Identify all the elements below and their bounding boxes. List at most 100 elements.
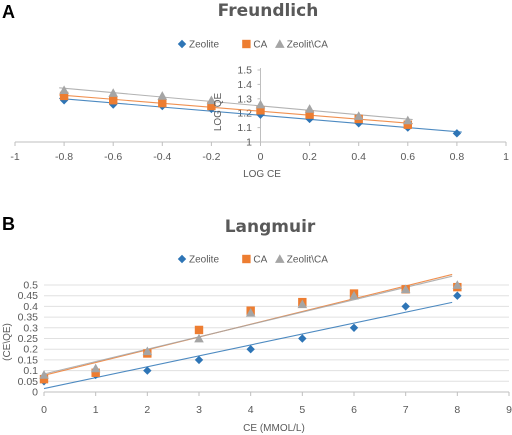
panel-b-point-zeolit-ca (297, 299, 308, 309)
panel-b-y-tick-label: 0 (32, 387, 38, 399)
panel-b-letter: B (2, 214, 15, 234)
panel-a-x-tick-label: -0.4 (153, 151, 171, 163)
panel-b-y-tick-label: 0.35 (18, 312, 39, 324)
panel-a-y-tick-label: 1 (246, 137, 252, 149)
panel-a-legend-marker-ca (242, 39, 251, 49)
panel-a-x-tick-label: 0.6 (400, 151, 415, 163)
panel-b-x-tick-label: 1 (93, 404, 99, 416)
panel-a-title: Freundlich (218, 1, 319, 21)
panel-a-point-zeolit-ca (206, 95, 217, 105)
panel-b-point-zeolit-ca (400, 284, 411, 294)
panel-b-point-zeolit-ca (349, 290, 359, 300)
panel-a-legend-marker-zeolit-ca (275, 39, 285, 48)
panel-b-point-zeolit-ca (90, 363, 101, 373)
panel-b-y-tick-label: 0.1 (23, 365, 38, 377)
panel-b-trendline-zeolite (43, 301, 453, 390)
panel-b-point-ca (91, 368, 100, 377)
panel-b-point-zeolite (453, 291, 462, 300)
panel-b-point-ca (194, 325, 204, 335)
panel-b-x-tick-label: 2 (144, 404, 150, 416)
panel-b-legend-label-ca: CA (253, 255, 267, 266)
panel-b-point-zeolite (401, 302, 410, 311)
panel-a-point-ca (207, 101, 216, 111)
panel-a-x-tick-label: -1 (10, 151, 19, 163)
panel-b-point-zeolite (194, 355, 204, 365)
panel-a-legend-label-ca: CA (253, 40, 267, 51)
panel-a-legend-label-zeolit-ca: Zeolit\CA (287, 40, 328, 51)
panel-b-y-tick-label: 0.25 (18, 333, 39, 345)
panel-b-y-tick-label: 0.2 (23, 344, 38, 356)
panel-a-y-tick-label: 1.4 (237, 79, 252, 91)
panel-a-x-tick-label: 1 (503, 151, 509, 163)
panel-b-point-zeolit-ca (245, 308, 256, 317)
panel-b-point-zeolite (143, 366, 152, 375)
panel-a-point-ca (158, 98, 167, 108)
panel-b-y-tick-label: 0.3 (23, 322, 38, 334)
panel-b-y-tick-label: 0.4 (23, 301, 38, 313)
panel-a-legend-marker-zeolite (177, 39, 187, 49)
panel-a: A Freundlich Zeolite CA Zeolit\CA -1 -0.8 -0… (2, 1, 509, 180)
panel-b-point-zeolit-ca (194, 333, 204, 343)
panel-b-x-tick-label: 6 (351, 404, 357, 416)
panel-a-x-axis-label: LOG CE (243, 169, 281, 180)
panel-b-x-axis-label: CE (MMOL/L) (243, 423, 305, 434)
panel-b-title: Langmuir (225, 217, 316, 237)
panel-a-x-tick-label: -0.2 (202, 151, 220, 163)
panel-b-x-tick-label: 0 (41, 404, 47, 416)
panel-b-point-zeolit-ca (39, 370, 49, 379)
panel-a-point-ca (403, 120, 412, 129)
panel-a-point-zeolit-ca (304, 104, 315, 113)
panel-a-point-zeolit-ca (353, 111, 364, 120)
panel-a-y-tick-label: 1.1 (237, 122, 252, 134)
panel-b-legend-label-zeolit-ca: Zeolit\CA (287, 255, 328, 266)
panel-b: B Langmuir Zeolite CA Zeolit\CA 0 1 2 3 4 5 6 7 8 9… (2, 214, 512, 434)
panel-b-y-tick-label: 0.5 (23, 280, 38, 292)
panel-b-legend-marker-ca (242, 254, 251, 264)
panel-b-point-zeolit-ca (142, 346, 153, 356)
panel-a-x-tick-label: 0.4 (351, 151, 366, 163)
panel-b-x-tick-label: 9 (506, 404, 512, 416)
panel-b-y-axis-label: (CE\QE) (2, 323, 13, 361)
panel-b-legend-marker-zeolite (177, 254, 187, 264)
panel-b-x-tick-label: 3 (196, 404, 202, 416)
panel-a-point-zeolit-ca (157, 91, 168, 100)
panel-a-trendline-zeolit-ca (59, 87, 413, 121)
panel-a-x-tick-label: 0.2 (302, 151, 317, 163)
panel-a-point-ca (256, 106, 265, 115)
panel-a-trendline-ca (59, 94, 413, 125)
panel-a-legend-label-zeolite: Zeolite (189, 40, 219, 51)
panel-b-legend-label-zeolite: Zeolite (189, 255, 219, 266)
panel-b-y-tick-label: 0.45 (18, 290, 39, 302)
panel-a-x-tick-label: -0.6 (104, 151, 122, 163)
panel-a-y-tick-label: 1.3 (237, 93, 252, 105)
panel-a-point-ca (109, 96, 118, 105)
panel-a-x-tick-label: -0.8 (55, 151, 73, 163)
panel-a-letter: A (2, 2, 15, 22)
panel-b-y-tick-label: 0.05 (18, 376, 39, 388)
panel-b-point-zeolite (298, 334, 307, 343)
panel-b-point-zeolit-ca (452, 280, 463, 289)
panel-a-plot: -1-0.8-0.6-0.4-0.200.20.40.60.8111.11.21… (10, 65, 509, 164)
panel-b-point-ca (39, 374, 49, 384)
panel-b-trendline-zeolit-ca (43, 275, 453, 375)
panel-a-y-axis-label: LOG QE (213, 93, 224, 132)
panel-b-plot: 0 1 2 3 4 5 6 7 8 900.050.10.150.20.250.30.350.40… (18, 273, 512, 416)
panel-a-point-zeolit-ca (108, 88, 118, 97)
panel-b-point-zeolite (349, 323, 359, 332)
panel-b-x-tick-label: 4 (248, 404, 254, 416)
panel-a-x-tick-label: 0 (258, 151, 264, 163)
panel-b-y-tick-label: 0.15 (18, 354, 39, 366)
panel-a-point-ca (305, 110, 314, 119)
panel-a-point-zeolit-ca (59, 85, 69, 94)
panel-a-legend: Zeolite CA Zeolit\CA (177, 39, 328, 51)
panel-b-x-tick-label: 8 (454, 404, 460, 416)
panel-a-x-tick-label: 0.8 (450, 151, 465, 163)
panel-a-point-zeolit-ca (403, 115, 413, 125)
panel-a-point-zeolit-ca (255, 99, 266, 109)
panel-b-legend-marker-zeolit-ca (275, 254, 285, 263)
panel-b-legend: Zeolite CA Zeolit\CA (177, 254, 328, 266)
panel-b-x-tick-label: 5 (299, 404, 305, 416)
panel-a-y-tick-label: 1.5 (237, 65, 252, 77)
panel-a-point-ca (59, 91, 69, 101)
